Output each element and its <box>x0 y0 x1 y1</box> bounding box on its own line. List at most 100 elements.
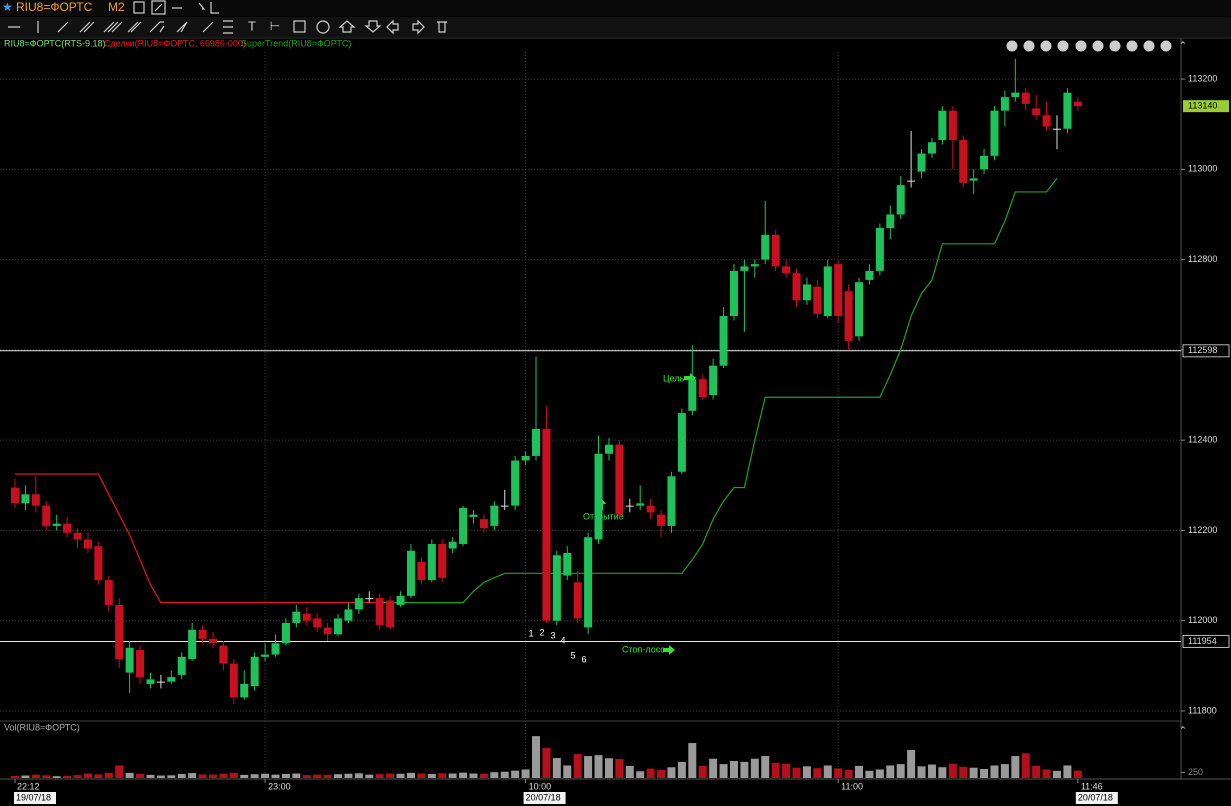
volume-bar <box>521 769 530 778</box>
candle-body <box>802 284 811 301</box>
candle-body <box>771 234 780 267</box>
candle-body <box>698 379 707 398</box>
plot-layer: 1118001120001122001124001126001128001130… <box>0 52 1230 804</box>
y-tick-label: 113000 <box>1188 164 1217 174</box>
candle-body <box>208 638 217 644</box>
candle-body <box>386 600 395 628</box>
candle-body <box>740 266 749 271</box>
candle-body <box>1032 108 1041 116</box>
legend-indicator: SuperTrend(RIU8=ФОРТС) <box>241 38 351 48</box>
volume-bar <box>229 772 238 778</box>
y-tick-label: 112800 <box>1188 254 1217 264</box>
volume-bar <box>792 767 801 778</box>
title-icons[interactable] <box>133 0 219 15</box>
candle-body <box>855 282 864 337</box>
volume-title: Vol(RIU8=ФОРТС) <box>4 722 80 732</box>
volume-bar <box>771 762 780 778</box>
volume-bar <box>1073 770 1082 778</box>
candle-body <box>823 266 832 317</box>
candle-body <box>542 428 551 621</box>
candle-body <box>594 453 603 540</box>
candle-body <box>1053 128 1061 130</box>
volume-bar <box>1042 769 1051 778</box>
volume-bar <box>94 774 103 778</box>
volume-bar <box>386 773 395 778</box>
volume-bar <box>146 774 155 778</box>
candle-body <box>156 681 165 683</box>
candle-body <box>73 532 82 540</box>
candle-body <box>1063 92 1072 129</box>
volume-bar <box>823 765 832 778</box>
level-label: 111954 <box>1188 636 1217 646</box>
volume-bar <box>83 773 92 778</box>
volume-bar <box>1021 753 1030 778</box>
candle-body <box>1073 101 1082 107</box>
candle-body <box>657 514 666 526</box>
trade-number: 1 <box>528 628 533 638</box>
candle-body <box>323 627 332 635</box>
volume-bar <box>188 773 197 778</box>
volume-bar <box>834 768 843 778</box>
candle-body <box>490 505 499 526</box>
candle-body <box>521 455 530 461</box>
volume-bar <box>948 763 957 778</box>
drawing-tools[interactable]: T ⊢ <box>8 18 447 35</box>
candle-body <box>990 110 999 156</box>
volume-bar <box>344 773 353 778</box>
volume-bar <box>104 772 113 778</box>
candle-body <box>136 650 145 678</box>
candle-body <box>198 629 207 639</box>
volume-bar <box>1063 765 1072 778</box>
candle-body <box>636 503 645 506</box>
candle-body <box>11 487 19 504</box>
x-tick-label: 10:00 <box>529 781 552 791</box>
candle-body <box>104 580 113 605</box>
volume-bar <box>427 773 436 778</box>
candle-body <box>834 264 843 317</box>
volume-bar <box>167 775 176 778</box>
volume-bar <box>240 774 249 778</box>
volume-bar <box>63 775 72 778</box>
candle-body <box>896 185 905 215</box>
volume-bar <box>802 766 811 778</box>
volume-bar <box>719 764 728 778</box>
volume-bar <box>334 774 343 778</box>
candle-body <box>688 379 697 411</box>
candle-body <box>406 550 415 596</box>
level-label-box <box>1182 344 1230 358</box>
volume-bar <box>271 774 280 778</box>
volume-bar <box>354 773 363 778</box>
legend-deals: Сделки(RIU8=ФОРТС, 66986-000) <box>104 38 246 48</box>
date-box <box>1075 792 1118 804</box>
volume-bar <box>177 773 186 778</box>
volume-bar <box>709 758 718 778</box>
volume-bar <box>552 758 561 778</box>
volume-bar <box>1053 770 1061 778</box>
supertrend-line <box>15 473 380 604</box>
candle-body <box>63 523 72 533</box>
candle-body <box>469 514 478 517</box>
volume-bar <box>740 761 749 778</box>
candle-body <box>615 444 624 515</box>
volume-bar <box>990 765 999 778</box>
svg-text:⌃: ⌃ <box>1179 41 1187 52</box>
candle-body <box>365 598 374 600</box>
candle-body <box>844 291 853 341</box>
candle-body <box>1021 92 1030 104</box>
volume-bar <box>302 775 311 778</box>
candle-body <box>438 543 447 578</box>
candle-body <box>240 683 249 698</box>
volume-bar <box>396 773 405 778</box>
volume-tick-label: 250 <box>1188 767 1203 777</box>
volume-bar <box>657 769 666 778</box>
candle-body <box>167 677 176 682</box>
candle-body <box>907 180 916 182</box>
candle-body <box>417 562 426 581</box>
candle-body <box>709 365 718 396</box>
y-tick-label: 112000 <box>1188 615 1217 625</box>
navigation-buttons[interactable]: ⌃ ⌃ <box>1006 40 1188 737</box>
volume-bar <box>782 763 791 778</box>
candle-body <box>292 611 301 623</box>
volume-bar <box>438 773 447 778</box>
